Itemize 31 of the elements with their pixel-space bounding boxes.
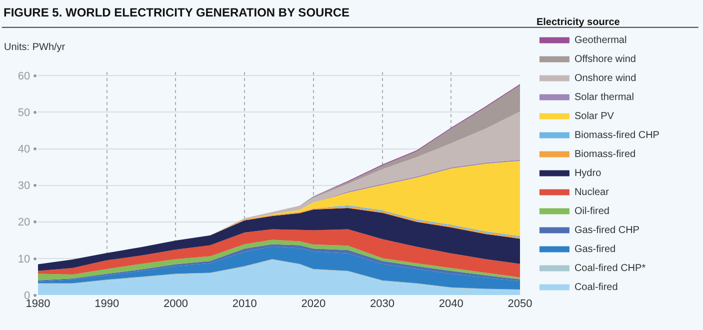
chart-subtitle: Units: PWh/yr xyxy=(4,42,66,53)
legend-label: Solar PV xyxy=(574,111,614,122)
legend-label: Coal-fired xyxy=(574,282,618,294)
x-tick-label: 2020 xyxy=(301,298,326,310)
x-tick-label: 2030 xyxy=(370,298,395,310)
legend-label: Oil-fired xyxy=(574,206,610,218)
y-tick-label: 20 • xyxy=(18,216,38,229)
y-tick-label: 30 • xyxy=(18,180,38,192)
legend-label: Nuclear xyxy=(574,187,610,198)
legend-label: Onshore wind xyxy=(574,73,636,84)
legend-label: Biomass-fired CHP xyxy=(574,130,660,142)
legend-label: Geothermal xyxy=(574,35,627,46)
x-tick-label: 2050 xyxy=(508,298,532,310)
chart-title: FIGURE 5. WORLD ELECTRICITY GENERATION BY SOURCE xyxy=(4,6,350,20)
x-tick-label: 2040 xyxy=(438,298,464,310)
legend-label: Solar thermal xyxy=(574,92,634,104)
legend-label: Offshore wind xyxy=(574,54,636,66)
x-tick-label: 2000 xyxy=(163,298,188,310)
legend-label: Biomass-fired xyxy=(574,149,636,160)
y-tick-label: 10 • xyxy=(18,253,38,266)
y-tick-label: 50 • xyxy=(18,107,38,120)
y-tick-label: 60 • xyxy=(18,70,38,83)
y-tick-label: 40 • xyxy=(18,144,38,156)
legend-title: Electricity source xyxy=(536,16,620,28)
legend-label: Gas-fired xyxy=(574,244,616,256)
legend-label: Gas-fired CHP xyxy=(574,225,640,236)
x-tick-label: 1990 xyxy=(94,298,120,310)
x-tick-label: 2010 xyxy=(232,298,257,310)
legend-label: Coal-fired CHP* xyxy=(574,263,646,274)
x-tick-label: 1980 xyxy=(26,298,50,310)
legend-label: Hydro xyxy=(574,168,602,180)
